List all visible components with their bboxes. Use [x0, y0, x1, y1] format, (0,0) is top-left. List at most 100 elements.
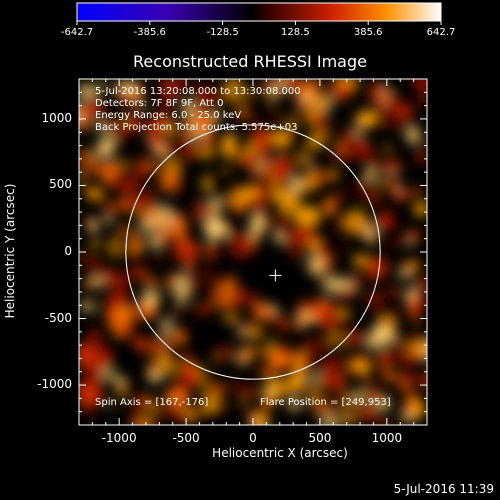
- intensity-blob: [422, 139, 427, 148]
- intensity-blob: [221, 165, 230, 176]
- y-tick-label: 1000: [41, 110, 72, 125]
- intensity-blob: [256, 348, 267, 359]
- intensity-blob: [196, 147, 216, 157]
- intensity-blob: [365, 256, 388, 280]
- intensity-blob: [410, 188, 422, 195]
- intensity-blob: [366, 289, 385, 310]
- intensity-blob: [223, 314, 240, 323]
- intensity-blob: [366, 157, 379, 169]
- intensity-blob: [109, 306, 124, 335]
- intensity-blob: [274, 210, 292, 238]
- intensity-blob: [194, 204, 207, 225]
- colorbar-tick-label: -385.6: [133, 27, 166, 38]
- intensity-blob: [289, 214, 295, 220]
- intensity-blob: [312, 114, 328, 133]
- intensity-blob: [244, 141, 255, 155]
- intensity-blob: [105, 117, 116, 130]
- intensity-blob: [79, 173, 86, 183]
- intensity-blob: [176, 136, 191, 150]
- intensity-blob: [79, 367, 85, 373]
- intensity-blob: [288, 247, 303, 262]
- colorbar-tick-label: 642.7: [426, 27, 456, 38]
- intensity-blob: [253, 207, 266, 215]
- intensity-blob: [181, 123, 197, 135]
- intensity-blob: [173, 328, 187, 346]
- intensity-blob: [181, 99, 197, 116]
- intensity-blob: [320, 411, 338, 425]
- intensity-blob: [380, 115, 392, 129]
- intensity-blob: [337, 188, 346, 201]
- intensity-blob: [293, 326, 302, 333]
- intensity-blob: [268, 350, 290, 370]
- intensity-blob: [408, 400, 426, 419]
- intensity-blob: [146, 363, 155, 374]
- intensity-blob: [169, 99, 181, 106]
- intensity-blob: [159, 95, 172, 111]
- intensity-blob: [205, 158, 212, 165]
- intensity-blob: [152, 167, 164, 174]
- intensity-blob: [134, 208, 143, 219]
- intensity-blob: [229, 380, 241, 391]
- intensity-blob: [377, 351, 391, 368]
- intensity-blob: [298, 230, 312, 245]
- intensity-blob: [141, 289, 160, 308]
- intensity-blob: [173, 285, 191, 304]
- intensity-blob: [133, 335, 145, 351]
- y-tick-label: -500: [44, 310, 72, 325]
- intensity-blob: [250, 213, 265, 238]
- intensity-blob: [88, 255, 102, 276]
- intensity-blob: [318, 237, 330, 252]
- x-tick-label: 500: [308, 431, 332, 445]
- intensity-blob: [365, 168, 377, 180]
- intensity-blob: [202, 393, 220, 415]
- intensity-blob: [280, 343, 289, 352]
- intensity-blob: [168, 389, 190, 407]
- y-tick-label: 500: [49, 177, 72, 192]
- intensity-blob: [79, 343, 93, 367]
- intensity-blob: [137, 101, 149, 109]
- intensity-blob: [313, 310, 324, 323]
- colorbar: [76, 2, 442, 22]
- y-tick-label: -1000: [37, 377, 72, 392]
- intensity-blob: [367, 389, 377, 401]
- intensity-blob: [345, 329, 363, 344]
- intensity-blob: [240, 291, 258, 305]
- intensity-blob: [228, 229, 236, 241]
- intensity-blob: [386, 165, 396, 173]
- intensity-blob: [358, 353, 368, 364]
- intensity-blob: [172, 213, 187, 242]
- intensity-blob: [250, 326, 262, 340]
- intensity-blob: [224, 198, 235, 204]
- intensity-blob: [103, 200, 115, 219]
- intensity-blob: [384, 143, 392, 155]
- intensity-blob: [125, 198, 144, 212]
- intensity-blob: [267, 338, 276, 357]
- intensity-blob: [302, 81, 315, 95]
- x-axis-label: Heliocentric X (arcsec): [212, 446, 348, 460]
- intensity-blob: [250, 194, 265, 204]
- intensity-blob: [174, 305, 183, 316]
- intensity-blob: [205, 243, 218, 261]
- intensity-blob: [79, 148, 90, 170]
- intensity-blob: [294, 351, 302, 362]
- intensity-blob: [263, 388, 276, 398]
- info-line: Energy Range: 6.0 - 25.0 keV: [95, 110, 242, 121]
- intensity-blob: [409, 260, 420, 271]
- intensity-blob: [79, 251, 86, 263]
- intensity-blob: [272, 154, 294, 182]
- intensity-blob: [109, 239, 122, 246]
- intensity-blob: [222, 286, 234, 293]
- intensity-blob: [141, 343, 150, 354]
- intensity-blob: [307, 254, 324, 276]
- axis-tick-marks: [79, 79, 427, 425]
- intensity-blob: [89, 219, 99, 234]
- intensity-blob: [301, 339, 316, 367]
- intensity-blob: [171, 183, 183, 194]
- intensity-blob: [132, 266, 148, 278]
- intensity-blob: [85, 99, 104, 119]
- intensity-blob: [406, 267, 413, 274]
- intensity-blob: [229, 187, 239, 196]
- intensity-blob: [97, 80, 108, 92]
- image-map: [79, 79, 427, 425]
- intensity-blob: [106, 401, 116, 409]
